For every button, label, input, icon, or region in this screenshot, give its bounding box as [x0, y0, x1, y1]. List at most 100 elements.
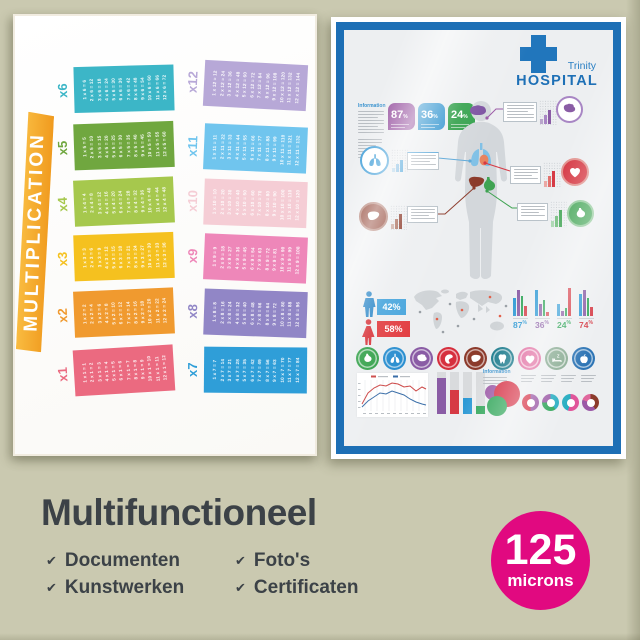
multiplication-fact: 10 x 6 = 60: [147, 75, 153, 101]
bar-group: 24%: [556, 288, 572, 330]
multiplication-fact: 9 x 11 = 99: [271, 136, 278, 162]
stomach-pixel-chart: [550, 201, 567, 228]
multiplication-fact: 10 x 5 = 50: [146, 132, 153, 158]
multiplication-fact: 6 x 11 = 66: [249, 135, 256, 161]
table-label: x6: [54, 82, 71, 98]
multiplication-fact: 7 x 9 = 63: [256, 247, 263, 270]
multiplication-fact: 8 x 2 = 16: [132, 300, 139, 324]
multiplication-fact: 2 x 6 = 12: [88, 78, 95, 101]
multiplication-fact: 8 x 8 = 64: [264, 302, 271, 326]
product-heading: Multifunctioneel: [41, 492, 317, 533]
liver-icon: [470, 354, 481, 362]
stomach-icon: [576, 207, 585, 217]
multiplication-fact: 3 x 10 = 30: [226, 189, 233, 216]
multiplication-table-x12: x12 1 x 12 = 12 2 x 12 = 24 3 x 12 = 36 4 x …: [184, 59, 309, 112]
organ-icon-row: Z: [356, 347, 595, 370]
multiplication-fact: 11 x 11 = 121: [286, 134, 293, 166]
multiplication-fact: 12 x 4 = 48: [161, 187, 168, 213]
check-icon: ✔: [46, 553, 57, 569]
liver-circle: [464, 347, 487, 370]
multiplication-fact: 12 x 12 = 144: [293, 72, 301, 104]
multiplication-fact: 8 x 6 = 48: [132, 77, 139, 100]
multiplication-table-x11: x11 1 x 11 = 11 2 x 11 = 22 3 x 11 = 33 4 x …: [184, 122, 308, 174]
table-label: x2: [54, 307, 71, 323]
feature-label: Foto's: [253, 550, 311, 571]
multiplication-fact: 7 x 7 = 49: [257, 358, 263, 382]
multiplication-fact: 4 x 7 = 28: [234, 358, 240, 382]
tooth-circle: [491, 347, 514, 370]
multiplication-fact: 6 x 6 = 36: [118, 77, 124, 101]
multiplication-fact: 5 x 6 = 30: [110, 77, 117, 101]
multiplication-fact: 1 x 10 = 10: [211, 189, 218, 215]
multiplication-fact: 9 x 8 = 72: [271, 302, 278, 326]
multiplication-fact: 7 x 4 = 28: [125, 190, 132, 213]
multiplication-fact: 2 x 3 = 6: [88, 247, 95, 268]
multiplication-fact: 11 x 9 = 99: [286, 247, 293, 273]
multiplication-fact: 6 x 12 = 72: [248, 72, 256, 99]
check-icon: ✔: [235, 553, 246, 569]
liver-icon: [367, 211, 380, 221]
multiplication-fact: 8 x 5 = 40: [132, 133, 139, 157]
multiplication-fact: 10 x 1 = 10: [146, 356, 154, 382]
bar-group-label: 87%: [513, 320, 527, 331]
bar-group: 87%: [512, 288, 528, 330]
multiplication-fact: 10 x 4 = 40: [146, 187, 153, 214]
feature-item: ✔ Certificaten: [235, 577, 358, 599]
multiplication-fact: 10 x 7 = 70: [279, 357, 285, 383]
multiplication-fact: 1 x 12 = 12: [211, 70, 218, 97]
multiplication-fact: 3 x 7 = 21: [226, 358, 233, 382]
multiplication-fact: 8 x 10 = 80: [264, 190, 271, 217]
feature-item: ✔ Documenten: [46, 550, 235, 572]
progress-bar-chart: [437, 372, 485, 414]
multiplication-fact: 2 x 11 = 22: [219, 134, 226, 160]
multiplication-fact: 11 x 8 = 88: [286, 301, 293, 328]
multiplication-fact: 1 x 7 = 7: [211, 359, 218, 380]
stomach-callout-icon: [567, 200, 594, 227]
multiplication-fact: 2 x 4 = 8: [88, 192, 95, 213]
liver-callout-icon: [359, 202, 388, 231]
multiplication-fact: 9 x 3 = 27: [139, 244, 146, 268]
multiplication-fact: 2 x 10 = 20: [219, 189, 225, 215]
multiplication-fact: 10 x 3 = 30: [146, 243, 153, 269]
micron-badge: 125 microns: [491, 511, 590, 610]
table-facts: 1 x 11 = 11 2 x 11 = 22 3 x 11 = 33 4 x 11 …: [203, 123, 308, 174]
multiplication-fact: 9 x 5 = 45: [139, 133, 146, 157]
bubble: [487, 396, 507, 416]
multiplication-fact: 7 x 6 = 42: [125, 77, 131, 100]
multiplication-fact: 10 x 2 = 20: [146, 298, 153, 325]
stomach-callout-box: [517, 203, 548, 221]
multiplication-fact: 8 x 9 = 72: [264, 247, 271, 271]
feature-label: Documenten: [64, 550, 180, 571]
multiplication-fact: 5 x 2 = 10: [110, 301, 117, 325]
table-label: x3: [54, 251, 71, 267]
svg-text:Z: Z: [557, 353, 560, 358]
multiplication-fact: 6 x 7 = 42: [249, 358, 255, 382]
multiplication-fact: 6 x 4 = 24: [117, 190, 124, 214]
liver-callout-box: [407, 206, 438, 223]
multiplication-fact: 4 x 11 = 44: [234, 134, 241, 161]
multiplication-fact: 4 x 5 = 20: [103, 134, 110, 158]
check-icon: ✔: [46, 580, 57, 596]
multiplication-fact: 10 x 12 = 120: [278, 71, 286, 103]
multiplication-fact: 5 x 10 = 50: [241, 190, 248, 216]
multiplication-fact: 8 x 7 = 56: [264, 358, 270, 382]
multiplication-fact: 2 x 1 = 2: [88, 362, 95, 383]
feature-item: ✔ Foto's: [235, 550, 358, 572]
multiplication-fact: 1 x 8 = 8: [211, 301, 218, 322]
table-label: x5: [54, 140, 71, 156]
multiplication-fact: 1 x 5 = 5: [81, 137, 88, 158]
multiplication-fact: 2 x 9 = 18: [219, 245, 226, 269]
multiplication-fact: 5 x 4 = 20: [110, 190, 117, 214]
multiplication-fact: 1 x 11 = 11: [211, 134, 218, 160]
brain-icon: [563, 103, 576, 113]
table-label: x7: [184, 362, 201, 377]
